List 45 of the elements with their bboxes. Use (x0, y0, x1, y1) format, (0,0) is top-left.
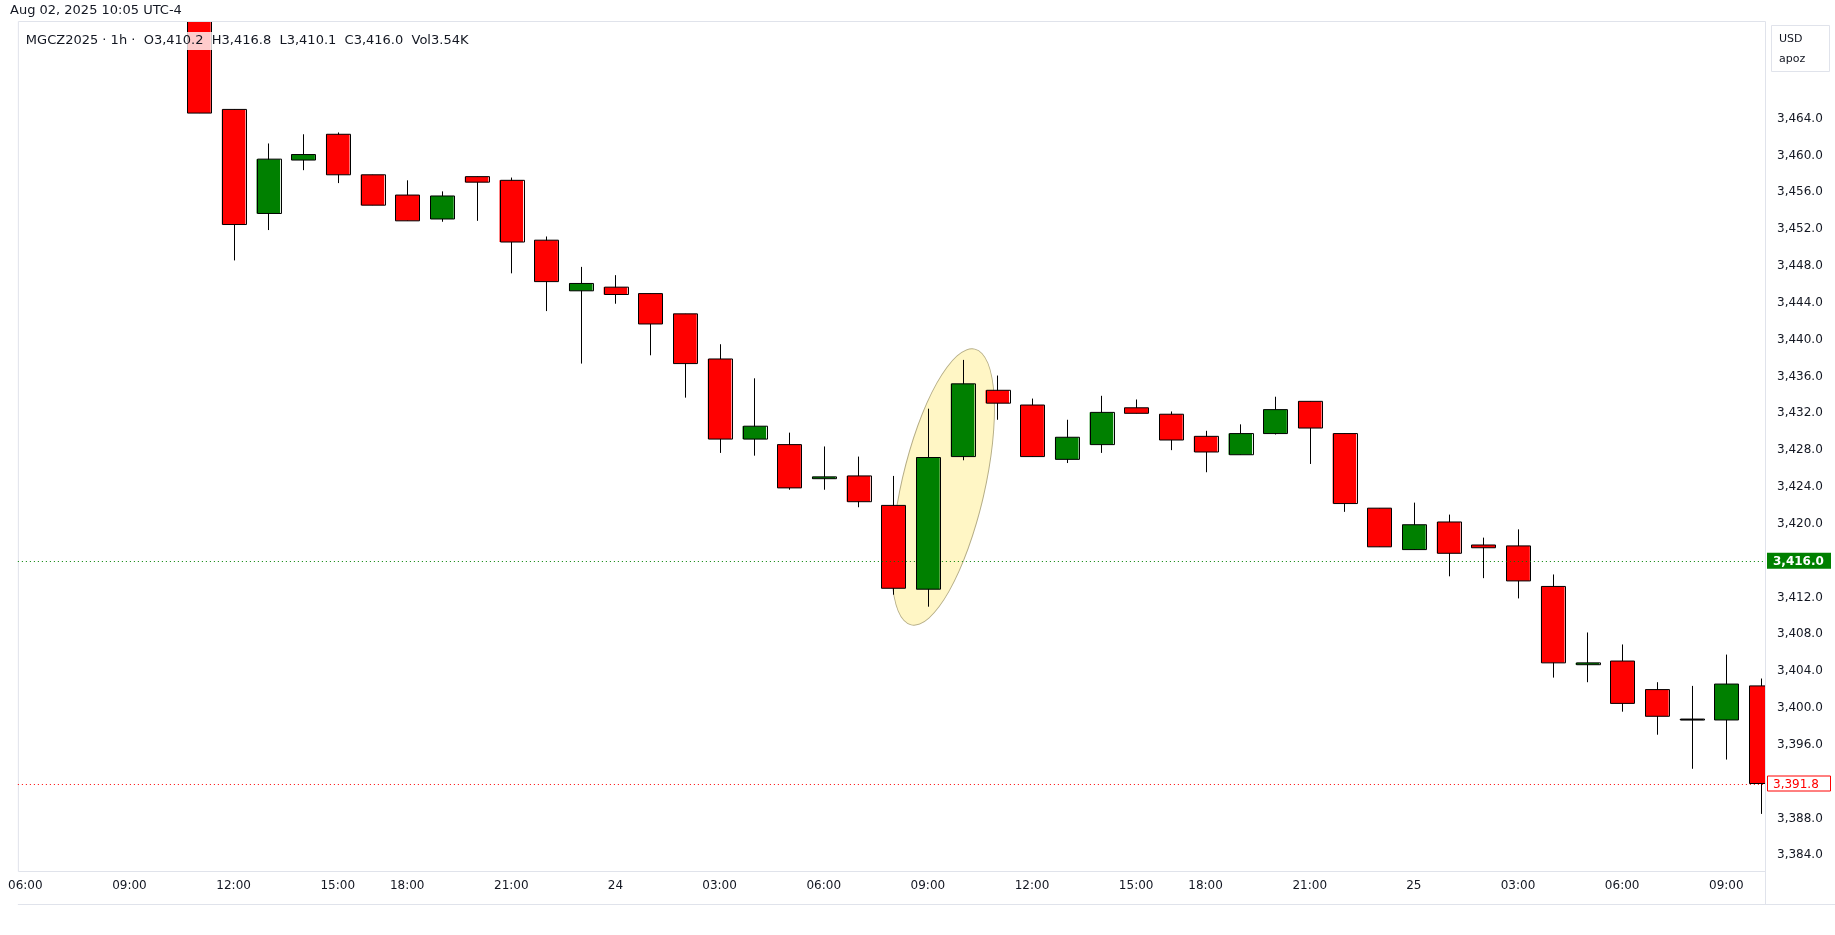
y-tick-label: 3,456.0 (1777, 184, 1823, 199)
x-tick-label: 12:00 (216, 878, 251, 893)
y-tick-label: 3,404.0 (1777, 663, 1823, 678)
candlestick (1263, 396, 1288, 435)
y-tick-label: 3,460.0 (1777, 147, 1823, 162)
text: apoz (1779, 51, 1806, 65)
y-tick-label: 3,408.0 (1777, 626, 1823, 641)
x-tick-label: 21:00 (494, 878, 529, 893)
y-tick-label: 3,388.0 (1777, 810, 1823, 825)
text: MGCZ2025 · 1h · O3,410.2 H3,416.8 L3,410.1 C3,416.0 Vol3.54K (25, 32, 469, 48)
y-tick-label: 3,448.0 (1777, 258, 1823, 273)
y-tick-label: 3,400.0 (1777, 700, 1823, 715)
candlestick (1054, 419, 1080, 464)
x-tick-label: 18:00 (389, 878, 425, 893)
x-tick-label: 03:00 (1500, 878, 1536, 893)
y-tick-label: 3,444.0 (1777, 294, 1823, 309)
y-axis-title: USD (1779, 31, 1803, 45)
ref-line-label: 3,391.8 (1773, 776, 1819, 791)
y-tick-label: 3,420.0 (1777, 515, 1823, 530)
y-tick-label: 3,424.0 (1777, 479, 1823, 494)
x-tick-label: 06:00 (1604, 878, 1640, 893)
x-tick-label: 09:00 (1709, 878, 1744, 893)
y-tick-label: 3,428.0 (1777, 442, 1823, 457)
text: Aug 02, 2025 10:05 UTC-4 (10, 2, 182, 18)
y-tick-label: 3,452.0 (1777, 221, 1823, 236)
y-tick-label: 3,440.0 (1777, 331, 1823, 346)
y-tick-label: 3,412.0 (1777, 589, 1823, 604)
y-tick-label: 3,464.0 (1777, 110, 1823, 125)
x-tick-label: 09:00 (910, 878, 946, 893)
ref-line-label: 3,416.0 (1773, 553, 1824, 568)
x-tick-label: 25 (1406, 878, 1422, 893)
y-tick-label: 3,396.0 (1777, 736, 1823, 751)
x-tick-label: 15:00 (320, 878, 356, 893)
x-tick-label: 15:00 (1118, 878, 1154, 893)
y-tick-label: 3,432.0 (1777, 405, 1823, 420)
x-tick-label: 06:00 (8, 878, 43, 893)
x-tick-label: 21:00 (1292, 878, 1328, 893)
x-tick-label: 03:00 (702, 878, 737, 893)
y-tick-label: 3,436.0 (1777, 368, 1823, 383)
y-tick-label: 3,384.0 (1777, 847, 1823, 862)
x-tick-label: 18:00 (1188, 878, 1223, 893)
x-tick-label: 24 (607, 878, 624, 893)
x-tick-label: 06:00 (806, 878, 842, 893)
x-tick-label: 09:00 (112, 878, 147, 893)
x-tick-label: 12:00 (1014, 878, 1050, 893)
